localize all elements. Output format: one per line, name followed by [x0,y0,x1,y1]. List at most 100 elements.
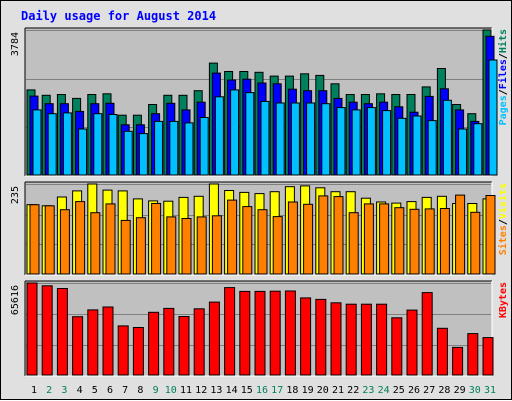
bar-kbytes-day-2 [41,285,53,376]
y-axis-max-label: 235 [10,186,21,204]
bar-sites-day-24 [379,203,390,275]
bar-pages-day-7 [123,130,133,176]
bar-kbytes-day-10 [163,307,175,376]
bar-kbytes-day-30 [467,333,479,376]
bar-sites-day-4 [75,201,86,275]
x-tick-label-day-21: 21 [332,385,344,396]
x-tick-label-day-19: 19 [302,385,314,396]
legend-item-kbytes: KBytes [498,282,509,318]
bar-pages-day-4 [78,128,88,176]
x-tick-label-day-16: 16 [256,385,268,396]
bar-kbytes-day-4 [72,316,84,376]
bar-pages-day-22 [351,109,361,176]
bar-pages-day-11 [184,122,194,176]
chart-title: Daily usage for August 2014 [21,9,216,23]
bar-pages-day-30 [473,123,483,176]
bar-kbytes-day-11 [178,316,190,376]
x-tick-label-day-20: 20 [317,385,329,396]
bar-sites-day-7 [120,219,131,275]
bar-sites-day-26 [409,208,420,275]
bar-kbytes-day-26 [406,309,418,376]
bar-sites-day-8 [135,217,146,275]
bar-sites-day-14 [227,199,238,275]
x-tick-label-day-22: 22 [347,385,359,396]
bar-sites-day-3 [59,209,70,275]
bar-kbytes-day-3 [56,288,68,376]
x-tick-label-day-15: 15 [241,385,253,396]
bar-kbytes-day-1 [26,282,38,376]
bar-sites-day-23 [363,203,374,275]
x-tick-label-day-28: 28 [438,385,450,396]
bar-kbytes-day-27 [421,292,433,376]
bar-pages-day-9 [154,120,164,176]
bar-kbytes-day-16 [254,290,266,376]
bar-pages-day-17 [275,102,285,176]
x-tick-label-day-13: 13 [210,385,222,396]
bar-sites-day-19 [303,203,314,275]
x-tick-label-day-23: 23 [362,385,374,396]
x-tick-label-day-5: 5 [92,385,98,396]
bar-kbytes-day-13 [208,301,220,376]
x-tick-label-day-4: 4 [77,385,83,396]
bar-sites-day-30 [470,211,481,275]
bar-pages-day-13 [214,96,224,176]
x-tick-label-day-10: 10 [165,385,177,396]
x-tick-label-day-18: 18 [286,385,298,396]
x-tick-label-day-24: 24 [378,385,390,396]
bar-pages-day-10 [169,120,179,176]
bar-kbytes-day-7 [117,325,129,376]
bar-kbytes-day-18 [284,290,296,376]
bar-pages-day-3 [62,112,72,176]
bar-kbytes-day-19 [300,297,312,376]
x-tick-label-day-11: 11 [180,385,192,396]
legend-item-hits: Hits [497,29,509,53]
legend-item-pages: Pages [498,95,509,125]
bar-sites-day-20 [318,195,329,275]
bar-pages-day-19 [306,102,316,176]
bar-sites-day-22 [348,212,359,275]
x-tick-label-day-14: 14 [226,385,238,396]
bar-pages-day-24 [382,110,392,176]
x-tick-label-day-29: 29 [454,385,466,396]
x-tick-label-day-3: 3 [61,385,67,396]
bar-pages-day-14 [230,89,240,176]
x-tick-label-day-30: 30 [469,385,481,396]
x-tick-label-day-1: 1 [31,385,37,396]
bar-sites-day-10 [166,216,177,275]
bar-pages-day-18 [290,102,300,176]
bar-sites-day-1 [29,204,40,275]
legend-item-sites: Sites [497,225,509,255]
bar-kbytes-day-28 [436,327,448,376]
x-tick-label-day-7: 7 [122,385,128,396]
bar-kbytes-day-20 [315,298,327,376]
bar-pages-day-26 [412,115,422,176]
x-tick-label-day-17: 17 [271,385,283,396]
bar-kbytes-day-14 [224,287,236,376]
bar-kbytes-day-21 [330,302,342,376]
bar-sites-day-29 [455,194,466,275]
bar-pages-day-8 [138,133,148,176]
bar-sites-day-18 [287,201,298,275]
bar-pages-day-2 [47,113,57,176]
bar-pages-day-1 [32,109,42,176]
y-axis-max-label: 65616 [10,285,21,315]
x-tick-label-day-9: 9 [153,385,159,396]
x-tick-label-day-6: 6 [107,385,113,396]
bar-pages-day-12 [199,117,209,176]
legend-separator: / [498,53,509,59]
chart-bars [26,29,498,376]
bar-kbytes-day-24 [376,303,388,376]
legend-kbytes: KBytes [498,282,509,318]
x-tick-label-day-26: 26 [408,385,420,396]
bar-kbytes-day-9 [148,311,160,376]
bar-sites-day-2 [44,205,55,275]
bar-pages-day-6 [108,114,118,176]
bar-pages-day-28 [442,99,452,176]
bar-kbytes-day-15 [239,290,251,376]
bar-kbytes-day-22 [345,303,357,376]
bar-sites-day-5 [90,212,101,275]
bar-kbytes-day-25 [391,317,403,376]
bar-pages-day-15 [245,92,255,176]
